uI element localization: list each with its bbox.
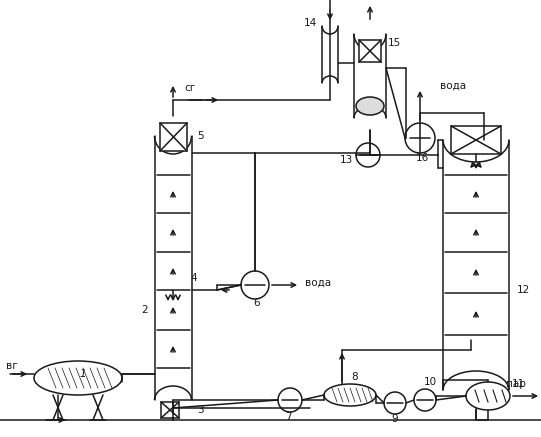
Circle shape [384, 392, 406, 414]
Circle shape [278, 388, 302, 412]
Ellipse shape [324, 384, 376, 406]
Text: вг: вг [6, 361, 18, 371]
Circle shape [414, 389, 436, 411]
Text: 3: 3 [197, 405, 203, 415]
Text: 13: 13 [339, 155, 353, 165]
Text: пар: пар [506, 379, 526, 389]
Text: 2: 2 [142, 305, 148, 315]
Bar [451, 126, 501, 154]
Text: сг: сг [184, 83, 196, 93]
Circle shape [405, 123, 435, 153]
Text: 14: 14 [304, 18, 316, 28]
Text: 15: 15 [387, 38, 401, 48]
Text: 5: 5 [197, 131, 203, 141]
Text: 6: 6 [254, 298, 260, 308]
Ellipse shape [356, 97, 384, 115]
Bar [359, 40, 381, 62]
Text: 11: 11 [511, 379, 525, 389]
Ellipse shape [466, 382, 510, 410]
Text: 12: 12 [516, 285, 530, 295]
Text: вода: вода [440, 81, 466, 91]
Text: вода: вода [305, 278, 331, 288]
Text: 10: 10 [424, 377, 437, 387]
Ellipse shape [34, 361, 122, 395]
Bar [160, 123, 187, 151]
Text: 16: 16 [415, 153, 428, 163]
Text: 4: 4 [190, 273, 197, 283]
Text: 9: 9 [392, 414, 398, 424]
Text: 8: 8 [352, 372, 358, 382]
Bar [161, 402, 179, 418]
Circle shape [241, 271, 269, 299]
Text: 7: 7 [285, 412, 291, 422]
Text: 1: 1 [80, 369, 87, 379]
Circle shape [356, 143, 380, 167]
